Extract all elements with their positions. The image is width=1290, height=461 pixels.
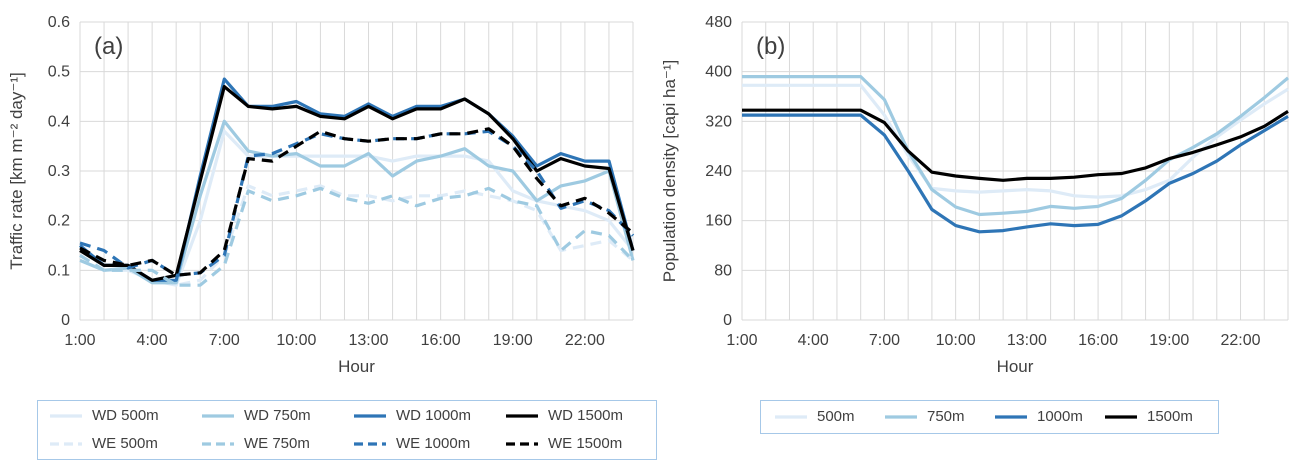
chart-a: 0 0.1 0.2 0.3 0.4 0.5 0.6 1:00 4:00 7:00 10:00 13:0… <box>7 14 635 376</box>
legend-item: 1000m <box>993 408 1083 425</box>
x-tick-label: 22:00 <box>565 332 605 349</box>
series-line-wd-500m <box>79 129 635 287</box>
x-tick-label: 4:00 <box>798 332 829 349</box>
series-line-1000m <box>742 113 1289 234</box>
y-tick-label: 80 <box>714 262 732 279</box>
x-tick-label: 1:00 <box>64 332 95 349</box>
legend-swatch <box>202 413 234 418</box>
y-tick-label: 0.1 <box>48 262 70 279</box>
legend-label: 750m <box>927 408 965 425</box>
legend-item: WE 1500m <box>504 435 622 452</box>
y-tick-label: 0.3 <box>48 163 70 180</box>
x-tick-label: 4:00 <box>137 332 168 349</box>
y-tick-label: 480 <box>705 14 732 31</box>
series-line-wd-1500m <box>79 84 635 282</box>
legend-swatch <box>50 413 82 418</box>
y-axis-title: Traffic rate [km m⁻² day⁻¹] <box>7 72 26 269</box>
legend-swatch <box>50 441 82 446</box>
y-tick-label: 0.5 <box>48 64 70 81</box>
legend-label: WD 750m <box>244 407 311 424</box>
x-axis-title: Hour <box>997 357 1034 376</box>
legend-label: WD 500m <box>92 407 159 424</box>
x-axis-title: Hour <box>338 357 375 376</box>
legend-a: WD 500m WD 750m WD 1000m WD 1500m WE 500m WE … <box>37 400 657 460</box>
legend-label: WD 1000m <box>396 407 472 424</box>
series-line-we-750m <box>79 186 635 287</box>
x-tick-label: 10:00 <box>936 332 976 349</box>
legend-item: WE 750m <box>200 435 310 452</box>
legend-item: WE 500m <box>48 435 158 452</box>
series-line-wd-1000m <box>78 77 635 282</box>
legend-item: WD 500m <box>48 407 159 424</box>
y-tick-label: 320 <box>705 113 732 130</box>
x-tick-label: 7:00 <box>209 332 240 349</box>
panel-label: (a) <box>94 33 123 60</box>
chart-b: 0 80 160 240 320 400 480 1:00 4:00 7:00 10:00 13:00… <box>660 14 1290 376</box>
series-line-500m <box>742 83 1289 199</box>
x-tick-label: 19:00 <box>1149 332 1189 349</box>
legend-label: WE 1500m <box>548 435 623 452</box>
legend-label: 1000m <box>1037 408 1083 425</box>
x-tick-label: 1:00 <box>726 332 757 349</box>
y-tick-label: 0 <box>61 312 70 329</box>
legend-label: WD 1500m <box>548 407 624 424</box>
legend-label: 500m <box>817 408 855 425</box>
x-tick-label: 22:00 <box>1220 332 1260 349</box>
x-tick-label: 16:00 <box>1078 332 1118 349</box>
x-tick-label: 7:00 <box>869 332 900 349</box>
legend-item: 500m <box>773 408 855 425</box>
y-tick-label: 160 <box>705 213 732 230</box>
x-tick-label: 16:00 <box>421 332 461 349</box>
legend-label: WE 750m <box>244 435 310 452</box>
legend-item: WD 1000m <box>352 407 471 424</box>
legend-label: WE 1000m <box>396 435 471 452</box>
legend-item: 750m <box>883 408 965 425</box>
legend-item: 1500m <box>1103 408 1193 425</box>
series-line-we-1500m <box>79 127 635 277</box>
y-tick-label: 0.2 <box>48 213 70 230</box>
legend-label: WE 500m <box>92 435 158 452</box>
legend-swatch <box>775 414 807 419</box>
legend-item: WD 1500m <box>504 407 623 424</box>
legend-swatch <box>1105 414 1137 419</box>
series-line-we-1000m <box>79 129 635 277</box>
legend-item: WD 750m <box>200 407 311 424</box>
x-tick-label: 13:00 <box>1007 332 1047 349</box>
legend-label: 1500m <box>1147 408 1193 425</box>
x-tick-label: 13:00 <box>348 332 388 349</box>
legend-swatch <box>354 441 386 446</box>
panel-label: (b) <box>756 33 785 60</box>
legend-swatch <box>506 441 538 446</box>
series-line-750m <box>742 74 1290 217</box>
y-tick-label: 240 <box>705 163 732 180</box>
legend-swatch <box>995 414 1027 419</box>
y-tick-label: 400 <box>705 64 732 81</box>
legend-swatch <box>202 441 234 446</box>
x-tick-label: 19:00 <box>493 332 533 349</box>
y-tick-label: 0.4 <box>48 113 70 130</box>
legend-swatch <box>885 414 917 419</box>
series-line-1500m <box>742 108 1289 182</box>
legend-b: 500m 750m 1000m 1500m <box>760 400 1219 434</box>
legend-swatch <box>506 413 538 418</box>
y-tick-label: 0 <box>723 312 732 329</box>
x-tick-label: 10:00 <box>276 332 316 349</box>
y-axis-title: Population density [capi ha⁻¹] <box>660 60 679 283</box>
legend-swatch <box>354 413 386 418</box>
y-tick-label: 0.6 <box>48 14 70 31</box>
legend-item: WE 1000m <box>352 435 470 452</box>
